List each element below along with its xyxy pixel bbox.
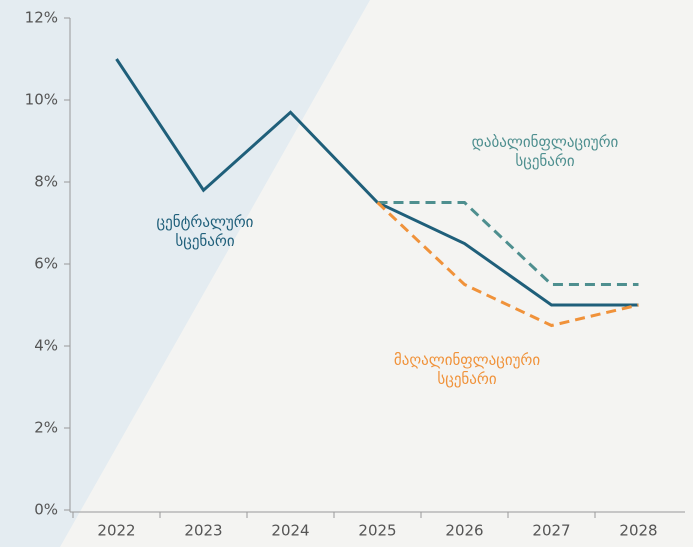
x-tick-label: 2027 bbox=[532, 522, 570, 540]
series-label: დაბალინფლაციური სცენარი bbox=[472, 133, 619, 170]
x-tick-label: 2024 bbox=[271, 522, 309, 540]
x-tick-label: 2023 bbox=[184, 522, 222, 540]
x-tick-label: 2026 bbox=[445, 522, 483, 540]
y-tick-label: 4% bbox=[34, 337, 58, 355]
series-label: მაღალინფლაციური სცენარი bbox=[394, 351, 541, 388]
y-tick-label: 12% bbox=[25, 9, 58, 27]
x-tick-label: 2022 bbox=[97, 522, 135, 540]
y-tick-label: 0% bbox=[34, 501, 58, 519]
x-tick-label: 2028 bbox=[619, 522, 657, 540]
background-shape bbox=[0, 0, 370, 547]
line-series bbox=[377, 201, 639, 286]
x-tick-label: 2025 bbox=[358, 522, 396, 540]
y-tick-label: 2% bbox=[34, 419, 58, 437]
line-series bbox=[376, 201, 639, 328]
y-tick-label: 8% bbox=[34, 173, 58, 191]
series-label: ცენტრალური სცენარი bbox=[157, 213, 254, 250]
y-tick-label: 6% bbox=[34, 255, 58, 273]
y-tick-label: 10% bbox=[25, 91, 58, 109]
